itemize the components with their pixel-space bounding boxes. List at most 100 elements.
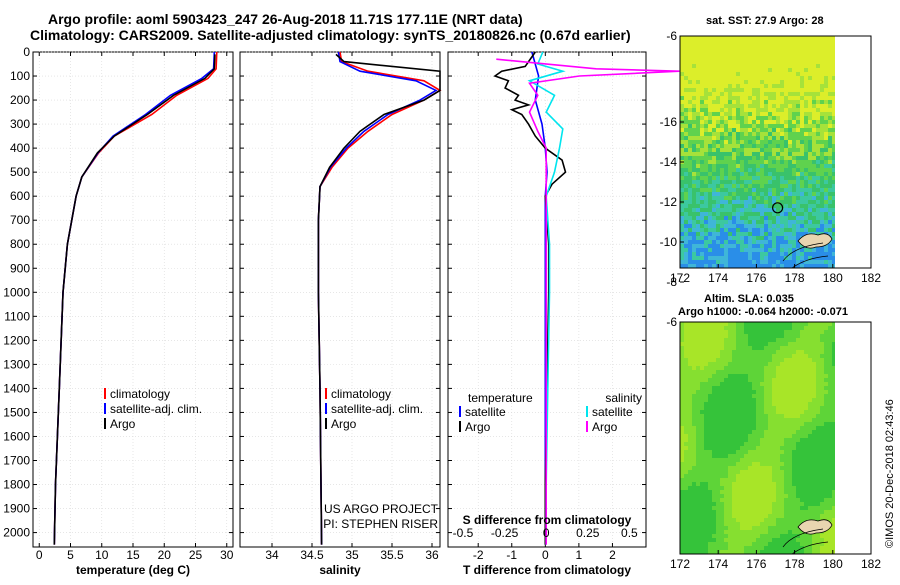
map-cell xyxy=(704,490,708,494)
map-cell xyxy=(776,208,780,212)
map-cell xyxy=(692,244,696,248)
map-cell xyxy=(684,402,688,406)
map-cell xyxy=(736,48,740,52)
map-cell xyxy=(740,52,744,56)
map-cell xyxy=(832,96,836,100)
map-cell xyxy=(804,386,808,390)
map-cell xyxy=(712,486,716,490)
map-cell xyxy=(788,430,792,434)
map-cell xyxy=(804,120,808,124)
map-cell xyxy=(796,252,800,256)
map-cell xyxy=(712,204,716,208)
map-cell xyxy=(732,220,736,224)
map-cell xyxy=(812,264,816,268)
map-cell xyxy=(700,522,704,526)
map-cell xyxy=(688,438,692,442)
map-cell xyxy=(736,446,740,450)
map-cell xyxy=(832,326,836,330)
map-cell xyxy=(744,470,748,474)
map-cell xyxy=(740,140,744,144)
map-cell xyxy=(780,80,784,84)
map-cell xyxy=(736,84,740,88)
map-cell xyxy=(832,204,836,208)
map-cell xyxy=(752,378,756,382)
map-cell xyxy=(720,180,724,184)
map-cell xyxy=(728,530,732,534)
map-cell xyxy=(712,522,716,526)
map-cell xyxy=(720,92,724,96)
map-cell xyxy=(720,390,724,394)
map-cell xyxy=(728,48,732,52)
map-cell xyxy=(712,450,716,454)
map-cell xyxy=(724,478,728,482)
map-cell xyxy=(796,338,800,342)
map-cell xyxy=(824,72,828,76)
map-cell xyxy=(680,406,684,410)
map-cell xyxy=(740,236,744,240)
map-cell xyxy=(736,184,740,188)
map-cell xyxy=(748,148,752,152)
map-cell xyxy=(732,68,736,72)
map-cell xyxy=(820,144,824,148)
legend-label-temperature: climatology xyxy=(110,387,170,401)
map-cell xyxy=(772,430,776,434)
map-cell xyxy=(796,260,800,264)
map-cell xyxy=(792,502,796,506)
map-cell xyxy=(708,506,712,510)
map-cell xyxy=(804,550,808,554)
map-cell xyxy=(724,40,728,44)
map-cell xyxy=(824,180,828,184)
map-cell xyxy=(796,128,800,132)
map-cell xyxy=(828,394,832,398)
map-cell xyxy=(752,204,756,208)
map-cell xyxy=(792,330,796,334)
map-cell xyxy=(740,502,744,506)
map-cell xyxy=(748,116,752,120)
map-cell xyxy=(684,152,688,156)
map-cell xyxy=(772,264,776,268)
map-cell xyxy=(688,224,692,228)
map-cell xyxy=(792,84,796,88)
map-cell xyxy=(728,510,732,514)
map-cell xyxy=(784,44,788,48)
map-cell xyxy=(688,168,692,172)
map-cell xyxy=(804,446,808,450)
map-cell xyxy=(816,446,820,450)
map-cell xyxy=(732,84,736,88)
map-cell xyxy=(792,430,796,434)
map-cell xyxy=(708,434,712,438)
map-cell xyxy=(712,478,716,482)
map-cell xyxy=(736,490,740,494)
map-cell xyxy=(788,482,792,486)
map-cell xyxy=(812,478,816,482)
map-cell xyxy=(740,76,744,80)
map-cell xyxy=(780,100,784,104)
map-cell xyxy=(692,228,696,232)
map-cell xyxy=(752,366,756,370)
map-cell xyxy=(796,160,800,164)
map-cell xyxy=(720,338,724,342)
map-cell xyxy=(816,366,820,370)
map-cell xyxy=(776,72,780,76)
map-cell xyxy=(804,136,808,140)
lon-tick-label: 180 xyxy=(823,557,843,571)
map-cell xyxy=(808,132,812,136)
map-cell xyxy=(828,502,832,506)
map-cell xyxy=(776,434,780,438)
map-cell xyxy=(768,196,772,200)
map-cell xyxy=(696,168,700,172)
map-cell xyxy=(816,426,820,430)
map-cell xyxy=(804,374,808,378)
map-cell xyxy=(712,418,716,422)
map-cell xyxy=(788,176,792,180)
map-cell xyxy=(804,322,808,326)
map-cell xyxy=(824,386,828,390)
map-cell xyxy=(764,498,768,502)
map-cell xyxy=(772,88,776,92)
map-cell xyxy=(724,506,728,510)
map-cell xyxy=(816,192,820,196)
map-cell xyxy=(764,550,768,554)
map-cell xyxy=(832,200,836,204)
map-cell xyxy=(688,550,692,554)
